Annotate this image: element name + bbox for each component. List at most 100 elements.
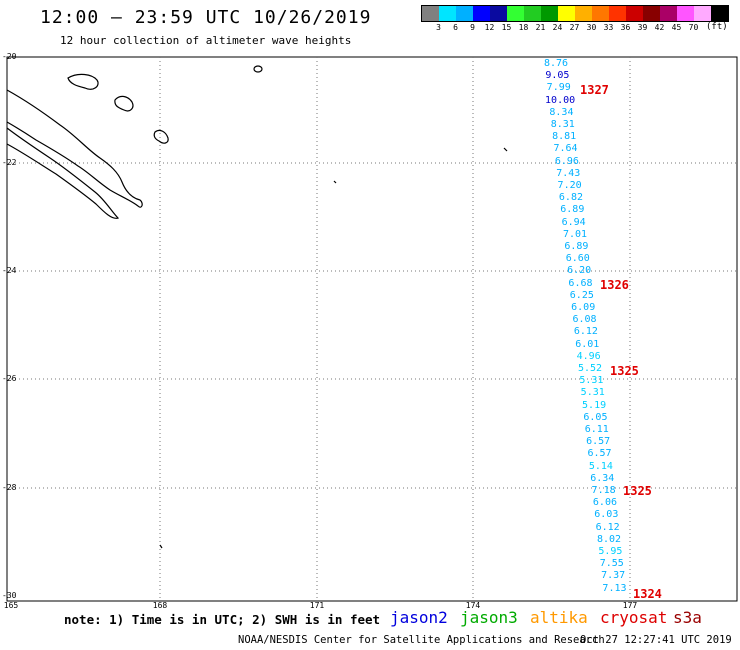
longitude-label: 171 bbox=[309, 601, 325, 610]
latitude-label: -22 bbox=[2, 158, 17, 167]
wave-height-value: 6.09 bbox=[571, 302, 596, 313]
latitude-label: -26 bbox=[2, 374, 17, 383]
pass-number: 1326 bbox=[600, 278, 629, 292]
legend-swatch bbox=[507, 6, 524, 21]
color-legend bbox=[421, 5, 729, 22]
map-gridlines bbox=[7, 57, 737, 601]
island-outline bbox=[253, 65, 263, 73]
longitude-label: 174 bbox=[465, 601, 481, 610]
island-outline bbox=[333, 180, 337, 184]
wave-height-value: 5.14 bbox=[588, 460, 613, 472]
wave-height-value: 8.31 bbox=[550, 119, 575, 130]
legend-tick-label: 24 bbox=[552, 23, 563, 32]
legend-swatch bbox=[643, 6, 660, 21]
legend-swatch bbox=[439, 6, 456, 21]
wave-height-value: 7.64 bbox=[553, 143, 578, 155]
legend-tick-label: 45 bbox=[671, 23, 682, 32]
legend-swatch bbox=[660, 6, 677, 21]
legend-altika: altika bbox=[530, 608, 588, 627]
wave-height-value: 6.57 bbox=[586, 436, 611, 448]
pass-number: 1327 bbox=[580, 83, 609, 97]
pass-number: 1324 bbox=[633, 587, 662, 601]
wave-height-value: 6.06 bbox=[592, 497, 617, 509]
wave-height-value: 5.31 bbox=[580, 387, 605, 399]
legend-jason2: jason2 bbox=[390, 608, 448, 627]
island-outline bbox=[153, 129, 169, 144]
pass-number: 1325 bbox=[610, 364, 639, 378]
legend-jason3: jason3 bbox=[460, 608, 518, 627]
wave-height-value: 5.95 bbox=[598, 546, 623, 557]
wave-height-value: 6.20 bbox=[567, 265, 592, 277]
island-outline bbox=[159, 544, 163, 549]
new-caledonia-coast bbox=[6, 89, 143, 208]
wave-height-value: 8.02 bbox=[596, 533, 622, 545]
legend-tick-label: 33 bbox=[603, 23, 614, 32]
wave-height-value: 7.13 bbox=[602, 582, 627, 594]
legend-tick-label: 30 bbox=[586, 23, 597, 32]
wave-height-value: 7.20 bbox=[557, 180, 582, 191]
legend-s3a: s3a bbox=[673, 608, 702, 627]
wave-height-value: 6.11 bbox=[584, 424, 609, 435]
wave-height-value: 4.96 bbox=[576, 350, 601, 362]
longitude-label: 168 bbox=[152, 601, 168, 610]
wave-height-value: 6.25 bbox=[569, 289, 594, 301]
legend-tick-label: 42 bbox=[654, 23, 665, 32]
legend-tick-label: 39 bbox=[637, 23, 648, 32]
latitude-label: -28 bbox=[2, 483, 17, 492]
wave-height-value: 6.94 bbox=[561, 216, 586, 228]
page-subtitle: 12 hour collection of altimeter wave hei… bbox=[60, 34, 352, 47]
wave-height-value: 7.01 bbox=[562, 228, 588, 240]
new-caledonia-inner-coast bbox=[6, 127, 120, 219]
legend-swatch bbox=[524, 6, 541, 21]
legend-cryosat: cryosat bbox=[600, 608, 668, 627]
legend-swatch bbox=[541, 6, 558, 21]
wave-height-value: 6.60 bbox=[565, 253, 590, 265]
page-title: 12:00 – 23:59 UTC 10/26/2019 bbox=[40, 7, 372, 28]
wave-height-value: 6.89 bbox=[560, 204, 585, 216]
legend-swatch bbox=[456, 6, 473, 21]
island-outline bbox=[67, 73, 99, 90]
legend-tick-label: 9 bbox=[470, 23, 475, 32]
legend-tick-label: 15 bbox=[501, 23, 512, 32]
wave-height-value: 6.12 bbox=[573, 326, 598, 338]
legend-unit: (ft) bbox=[706, 22, 728, 32]
wave-height-value: 6.08 bbox=[572, 314, 597, 326]
latitude-label: -30 bbox=[2, 591, 17, 600]
legend-swatch bbox=[473, 6, 490, 21]
legend-swatch bbox=[609, 6, 626, 21]
legend-swatch bbox=[694, 6, 711, 21]
legend-tick-label: 21 bbox=[535, 23, 546, 32]
island-outline bbox=[114, 95, 134, 112]
pass-number: 1325 bbox=[623, 484, 652, 498]
legend-swatch bbox=[490, 6, 507, 21]
wave-height-value: 6.68 bbox=[568, 277, 593, 289]
legend-swatch bbox=[711, 6, 728, 21]
wave-height-value: 9.05 bbox=[545, 70, 570, 82]
longitude-label: 177 bbox=[622, 601, 638, 610]
wave-height-value: 6.05 bbox=[583, 411, 608, 423]
wave-height-value: 6.82 bbox=[558, 192, 583, 204]
legend-tick-label: 3 bbox=[436, 23, 441, 32]
wave-height-value: 6.12 bbox=[595, 521, 620, 533]
wave-height-value: 6.89 bbox=[564, 241, 589, 252]
legend-tick-label: 18 bbox=[518, 23, 529, 32]
wave-height-value: 7.99 bbox=[546, 82, 571, 94]
latitude-label: -24 bbox=[2, 266, 17, 275]
coastline bbox=[6, 65, 508, 549]
footer-timestamp: Oct 27 12:27:41 UTC 2019 bbox=[580, 634, 732, 646]
wave-height-value: 7.37 bbox=[601, 570, 626, 582]
wave-height-value: 10.00 bbox=[545, 94, 576, 106]
wave-height-value: 8.81 bbox=[552, 131, 577, 143]
wave-height-value: 7.55 bbox=[599, 558, 624, 570]
legend-tick-label: 27 bbox=[569, 23, 580, 32]
legend-tick-label: 70 bbox=[688, 23, 699, 32]
wave-height-value: 7.43 bbox=[556, 167, 581, 179]
longitude-label: 165 bbox=[3, 601, 19, 610]
footer-credit: NOAA/NESDIS Center for Satellite Applica… bbox=[238, 634, 605, 646]
legend-tick-label: 6 bbox=[453, 23, 458, 32]
wave-height-value: 5.19 bbox=[582, 399, 607, 411]
map-frame bbox=[6, 56, 738, 602]
wave-height-value: 6.03 bbox=[594, 509, 619, 521]
wave-height-value: 6.96 bbox=[554, 155, 579, 167]
